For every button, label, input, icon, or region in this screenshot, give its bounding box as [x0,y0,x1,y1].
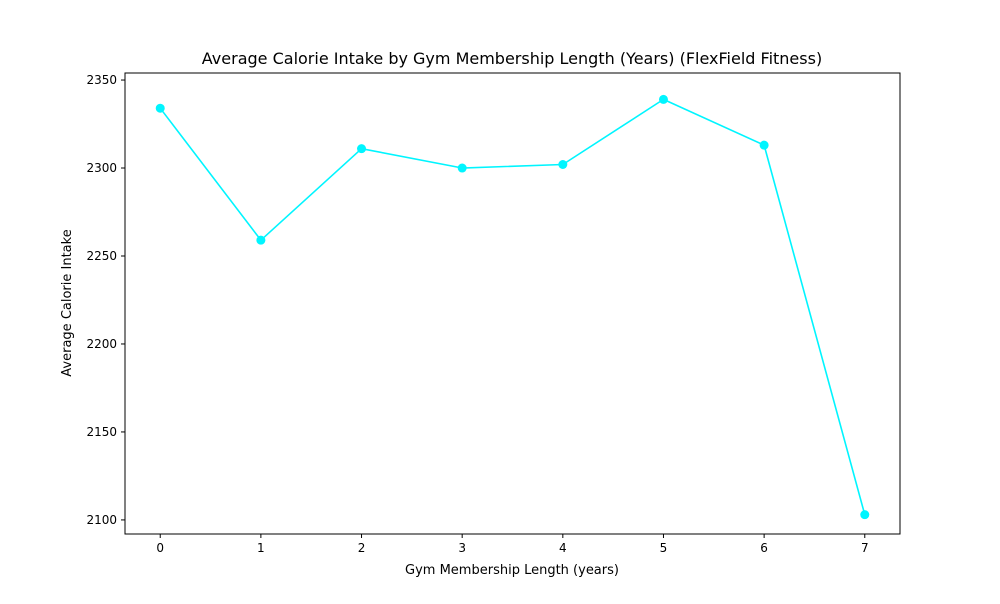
axes-frame [124,72,901,535]
x-tick-label: 0 [156,541,164,555]
y-tick-label: 2100 [86,513,117,527]
x-tick-label: 1 [257,541,265,555]
data-point [357,144,367,154]
data-point [759,140,769,150]
x-tick-label: 3 [458,541,466,555]
y-tick-label: 2150 [86,425,117,439]
data-point [860,510,870,520]
y-tick-label: 2200 [86,337,117,351]
x-tick-label: 4 [559,541,567,555]
series-line [159,98,866,515]
y-axis-label: Average Calorie Intake [60,229,75,376]
data-point [256,235,266,245]
y-tick-label: 2350 [86,73,117,87]
x-tick-label: 2 [358,541,366,555]
y-tick-label: 2300 [86,161,117,175]
plot-area: 2100 2150 2200 2250 2300 2350 0 1 2 3 4 5 6 7 [86,72,901,555]
x-tick-label: 6 [760,541,768,555]
data-point [155,103,165,113]
data-point [658,94,668,104]
x-tick-label: 7 [861,541,869,555]
data-point [457,163,467,173]
data-point [558,159,568,169]
y-tick-label: 2250 [86,249,117,263]
chart-title: Average Calorie Intake by Gym Membership… [202,49,822,68]
x-axis-label: Gym Membership Length (years) [405,563,619,578]
x-tick-label: 5 [660,541,668,555]
